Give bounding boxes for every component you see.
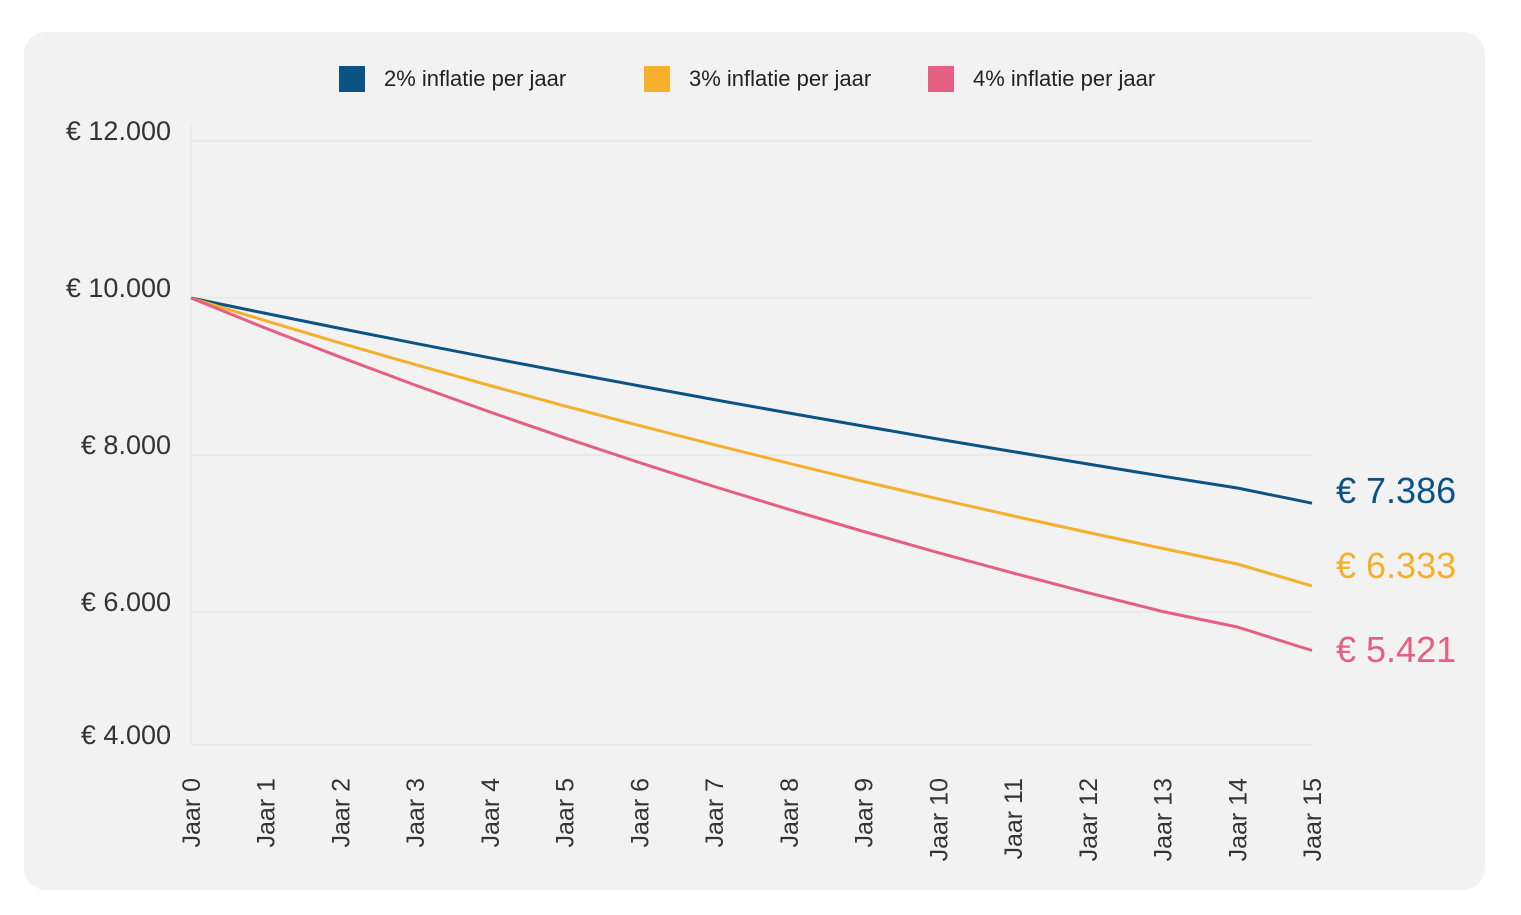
legend-swatch-2pct bbox=[339, 66, 365, 92]
x-tick-label: Jaar 10 bbox=[925, 778, 953, 861]
legend-label-3pct: 3% inflatie per jaar bbox=[689, 66, 872, 91]
legend-swatch-3pct bbox=[644, 66, 670, 92]
end-value-label-4pct: € 5.421 bbox=[1336, 629, 1456, 670]
x-tick-label: Jaar 11 bbox=[1000, 778, 1028, 860]
x-tick-label: Jaar 8 bbox=[776, 778, 804, 847]
x-tick-label: Jaar 7 bbox=[701, 778, 729, 847]
y-tick-label: € 8.000 bbox=[81, 430, 171, 460]
y-tick-label: € 10.000 bbox=[66, 273, 171, 303]
legend-swatch-4pct bbox=[928, 66, 954, 92]
x-tick-label: Jaar 12 bbox=[1075, 778, 1103, 861]
series-line-3pct bbox=[190, 296, 1313, 588]
legend-label-2pct: 2% inflatie per jaar bbox=[384, 66, 567, 91]
x-tick-label: Jaar 4 bbox=[477, 778, 505, 848]
y-tick-label: € 6.000 bbox=[81, 587, 171, 617]
legend-item-3pct: 3% inflatie per jaar bbox=[644, 66, 871, 92]
legend-label-4pct: 4% inflatie per jaar bbox=[973, 66, 1156, 91]
x-tick-label: Jaar 9 bbox=[851, 778, 879, 847]
y-tick-label: € 12.000 bbox=[66, 116, 171, 146]
series-line-4pct bbox=[190, 296, 1313, 652]
chart-legend: 2% inflatie per jaar 3% inflatie per jaa… bbox=[0, 66, 1521, 98]
x-tick-label: Jaar 13 bbox=[1150, 778, 1178, 861]
x-tick-label: Jaar 15 bbox=[1299, 778, 1327, 861]
end-value-label-3pct: € 6.333 bbox=[1336, 545, 1456, 586]
legend-item-2pct: 2% inflatie per jaar bbox=[339, 66, 566, 92]
x-tick-label: Jaar 6 bbox=[626, 778, 654, 847]
x-tick-label: Jaar 3 bbox=[402, 778, 430, 847]
x-tick-label: Jaar 0 bbox=[178, 778, 206, 847]
x-tick-label: Jaar 2 bbox=[327, 778, 355, 847]
y-tick-label: € 4.000 bbox=[81, 720, 171, 750]
series-line-2pct bbox=[190, 296, 1313, 505]
x-tick-label: Jaar 5 bbox=[552, 778, 580, 847]
legend-item-4pct: 4% inflatie per jaar bbox=[928, 66, 1155, 92]
x-tick-label: Jaar 14 bbox=[1224, 778, 1252, 861]
end-value-label-2pct: € 7.386 bbox=[1336, 470, 1456, 511]
x-tick-label: Jaar 1 bbox=[253, 778, 281, 847]
chart-card bbox=[24, 32, 1485, 890]
